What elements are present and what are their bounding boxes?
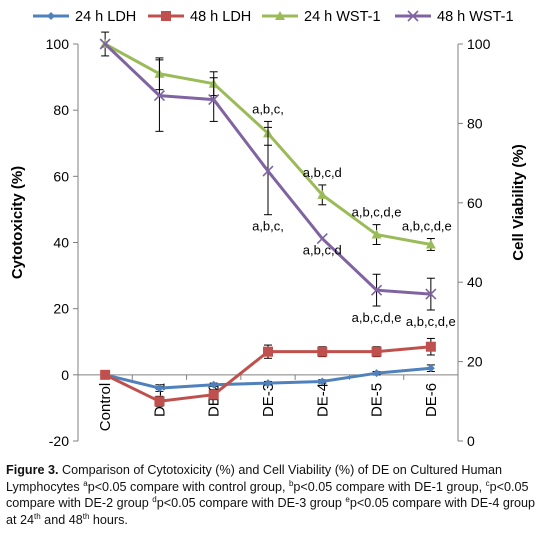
data-point (264, 379, 272, 388)
y-left-axis-title: Cytotoxicity (%) (9, 166, 26, 279)
caption-superscript: th (82, 511, 90, 521)
y-right-tick-label: 0 (467, 433, 475, 449)
series-line-48-h-wst-1 (104, 42, 431, 296)
data-point (153, 90, 165, 102)
data-point (425, 341, 436, 352)
data-point (318, 377, 327, 386)
data-point (262, 165, 274, 177)
x-category-label: DE-6 (423, 383, 440, 417)
y-right-tick-label: 40 (467, 274, 483, 290)
caption-text: Comparison of Cytotoxicity (%) and Cell … (6, 463, 535, 527)
y-right-tick-label: 80 (467, 115, 483, 131)
data-point (208, 94, 220, 106)
caption-segment: and 48 (40, 512, 83, 527)
y-left-tick-label: 80 (53, 102, 69, 118)
x-category-label: DE-3 (260, 383, 277, 417)
data-point (425, 239, 436, 249)
y-right-axis-title: Cell Viability (%) (510, 144, 527, 260)
caption-superscript: c (485, 478, 490, 488)
y-left-tick-label: 40 (53, 235, 69, 251)
caption-segment: p<0.05 compare with DE-4 group at 24 (6, 496, 536, 527)
y-right-tick-label: 20 (467, 354, 483, 370)
x-category-label: Control (97, 383, 114, 431)
data-point (371, 284, 383, 296)
data-point (208, 389, 219, 400)
caption-superscript: th (34, 511, 41, 521)
y-left-tick-label: -20 (49, 433, 69, 449)
data-point (99, 38, 111, 50)
legend-swatch-marker (275, 11, 285, 20)
caption-superscript: a (83, 478, 88, 488)
chart-figure: -20 0 20 40 60 80 100 0 20 40 60 80 100 Cytotoxicity … (9, 9, 527, 449)
significance-annotation: a,b,c,d (303, 165, 342, 180)
x-category-label: DE-5 (369, 383, 386, 417)
y-left-tick-label: 60 (53, 168, 69, 184)
y-right-tick-label: 60 (467, 195, 483, 211)
significance-annotation: a,b,c,d (303, 243, 342, 258)
significance-annotation: a,b,c,d,e (352, 205, 402, 220)
caption-superscript: b (288, 478, 294, 488)
caption-segment: Comparison of Cytotoxicity (%) and Cell … (6, 463, 503, 494)
caption-segment: p<0.05 compare with DE-2 group (6, 479, 529, 511)
caption-segment: p<0.05 compare with DE-3 group (156, 496, 346, 510)
significance-annotation: a,b,c,d,e (352, 310, 402, 325)
y-left-tick-label: 100 (46, 36, 70, 52)
significance-annotation: a,b,c, (252, 101, 284, 116)
figure-caption: Figure 3. Comparison of Cytotoxicity (%)… (6, 462, 536, 528)
data-point (263, 346, 273, 357)
data-point (371, 346, 382, 357)
data-point (317, 346, 328, 357)
significance-annotation: a,b,c,d,e (406, 314, 456, 329)
caption-superscript: e (345, 494, 350, 504)
x-category-label: DE-4 (314, 383, 331, 417)
data-point (100, 369, 111, 380)
legend-label: 48 h WST-1 (437, 9, 514, 25)
data-point (425, 288, 437, 300)
data-point (372, 369, 381, 378)
caption-superscript: d (152, 494, 157, 504)
significance-annotation: a,b,c, (252, 219, 284, 234)
data-point (155, 384, 164, 393)
y-right-tick-label: 100 (467, 36, 491, 52)
legend-swatch-marker (161, 11, 171, 21)
data-point (209, 380, 218, 389)
data-point (316, 232, 328, 245)
caption-segment: hours. (89, 512, 128, 527)
caption-figure-label: Figure 3. (6, 463, 59, 477)
significance-annotation: a,b,c,d,e (402, 219, 452, 234)
data-point (317, 189, 328, 199)
data-point (426, 364, 435, 373)
caption-segment: p<0.05 compare with DE-1 group, (293, 479, 486, 494)
data-point (371, 229, 382, 239)
legend-label: 24 h WST-1 (304, 9, 381, 25)
legend-label: 24 h LDH (75, 9, 136, 25)
data-point (154, 396, 165, 407)
y-left-tick-label: 0 (61, 367, 69, 383)
legend-swatch-marker (47, 12, 55, 20)
legend-swatch-marker (407, 10, 419, 22)
caption-segment: p<0.05 compare with control group, (87, 479, 289, 494)
y-left-tick-label: 20 (53, 301, 69, 317)
legend-label: 48 h LDH (190, 9, 251, 25)
